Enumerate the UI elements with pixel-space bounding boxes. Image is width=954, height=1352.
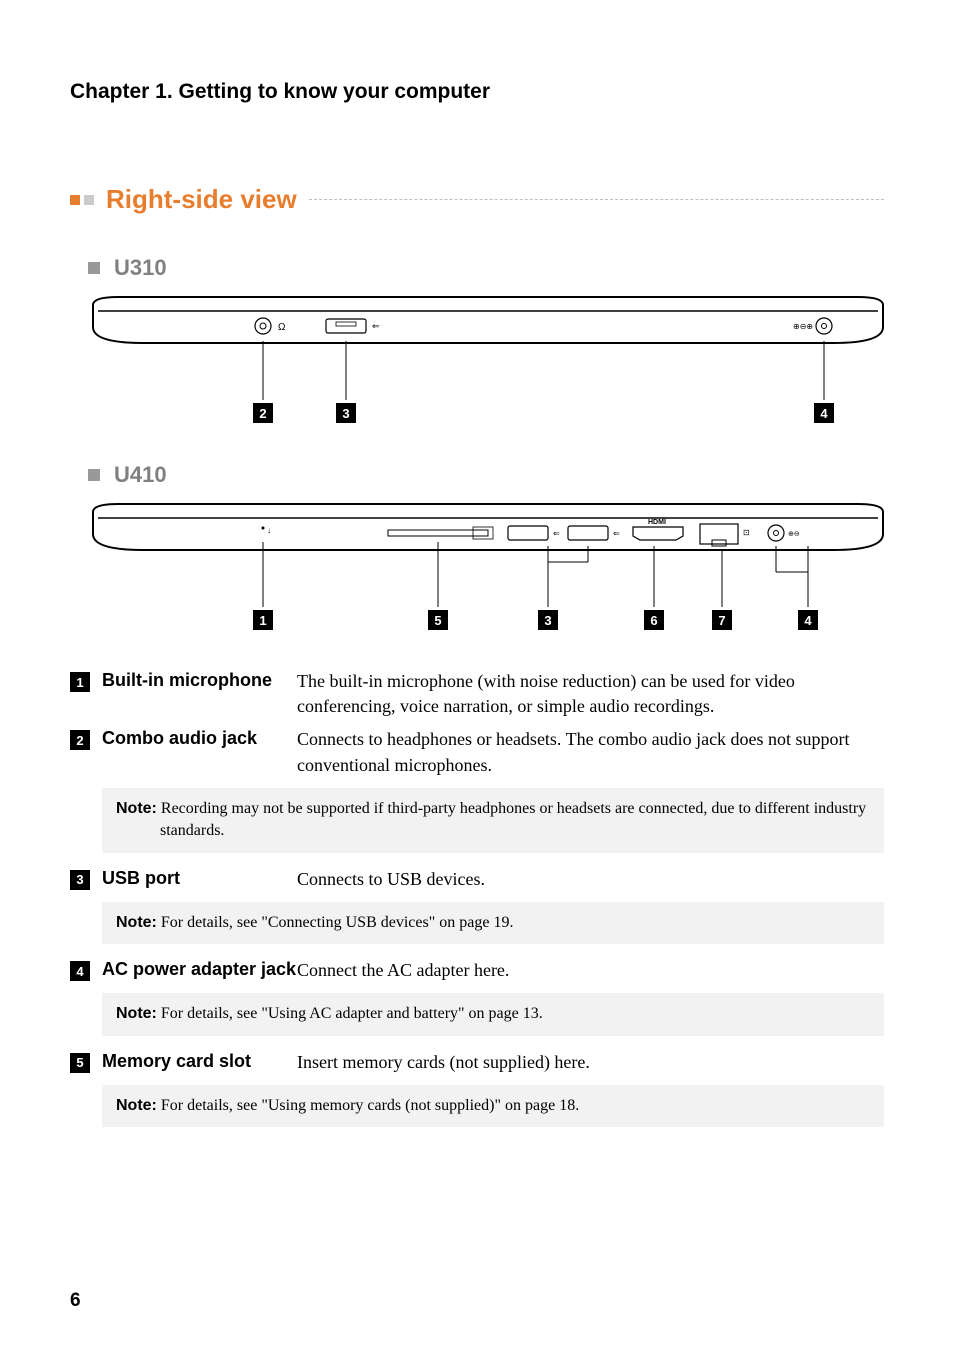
item-desc: The built-in microphone (with noise redu…: [297, 669, 884, 719]
svg-text:2: 2: [259, 406, 266, 421]
chapter-title: Chapter 1. Getting to know your computer: [70, 80, 884, 104]
svg-text:⊕⊖⊕: ⊕⊖⊕: [793, 322, 813, 331]
item-desc: Connects to USB devices.: [297, 867, 884, 892]
svg-text:5: 5: [434, 613, 441, 628]
item-name: Combo audio jack: [102, 727, 297, 750]
bullet-square-orange: [70, 195, 80, 205]
bullet-square-gray: [84, 195, 94, 205]
svg-text:3: 3: [342, 406, 349, 421]
note-label: Note:: [116, 1005, 157, 1022]
table-row: 1 Built-in microphone The built-in micro…: [70, 669, 884, 719]
model-name-u310: U310: [114, 255, 167, 281]
table-row: 4 AC power adapter jack Connect the AC a…: [70, 958, 884, 983]
section-dashes: [309, 199, 884, 200]
diagram-u410: ↓ ⇐ ⇐ HDMI ⊡ ⊕⊖ 1 5 3 6 7: [88, 502, 884, 637]
item-name: Memory card slot: [102, 1050, 297, 1073]
note-label: Note:: [116, 1097, 157, 1114]
sub-bullet-icon: [88, 262, 100, 274]
note-box: Note: Recording may not be supported if …: [102, 788, 884, 853]
svg-text:⇐: ⇐: [613, 529, 620, 538]
model-name-u410: U410: [114, 462, 167, 488]
callout-number: 4: [70, 961, 90, 981]
svg-text:⊡: ⊡: [743, 528, 750, 537]
item-name: USB port: [102, 867, 297, 890]
svg-text:4: 4: [804, 613, 812, 628]
note-text: Recording may not be supported if third-…: [160, 800, 866, 839]
diagram-u310: Ω ⇐ ⊕⊖⊕ 2 3 4: [88, 295, 884, 430]
svg-text:3: 3: [544, 613, 551, 628]
svg-text:⊕⊖: ⊕⊖: [788, 531, 800, 538]
svg-text:Ω: Ω: [278, 322, 286, 333]
section-title: Right-side view: [106, 184, 297, 215]
item-name: AC power adapter jack: [102, 958, 297, 981]
svg-text:6: 6: [650, 613, 657, 628]
callout-number: 2: [70, 730, 90, 750]
note-text: For details, see "Using memory cards (no…: [161, 1097, 579, 1114]
table-row: 5 Memory card slot Insert memory cards (…: [70, 1050, 884, 1075]
svg-text:⇐: ⇐: [553, 529, 560, 538]
table-row: 3 USB port Connects to USB devices.: [70, 867, 884, 892]
svg-text:4: 4: [820, 406, 828, 421]
note-label: Note:: [116, 800, 157, 817]
note-text: For details, see "Connecting USB devices…: [161, 914, 514, 931]
callout-number: 5: [70, 1053, 90, 1073]
note-box: Note: For details, see "Connecting USB d…: [102, 902, 884, 944]
port-table: 1 Built-in microphone The built-in micro…: [70, 669, 884, 1127]
sub-header-u410: U410: [88, 462, 884, 488]
svg-text:⇐: ⇐: [372, 321, 380, 331]
sub-header-u310: U310: [88, 255, 884, 281]
note-box: Note: For details, see "Using AC adapter…: [102, 993, 884, 1035]
note-text: For details, see "Using AC adapter and b…: [161, 1005, 543, 1022]
item-name: Built-in microphone: [102, 669, 297, 692]
page-number: 6: [70, 1290, 81, 1312]
item-desc: Connects to headphones or headsets. The …: [297, 727, 884, 777]
note-box: Note: For details, see "Using memory car…: [102, 1085, 884, 1127]
item-desc: Connect the AC adapter here.: [297, 958, 884, 983]
svg-text:7: 7: [718, 613, 725, 628]
section-header: Right-side view: [70, 184, 884, 215]
svg-text:HDMI: HDMI: [648, 519, 666, 526]
svg-text:↓: ↓: [267, 526, 271, 535]
callout-number: 3: [70, 870, 90, 890]
item-desc: Insert memory cards (not supplied) here.: [297, 1050, 884, 1075]
svg-text:1: 1: [259, 613, 266, 628]
callout-number: 1: [70, 672, 90, 692]
note-label: Note:: [116, 914, 157, 931]
table-row: 2 Combo audio jack Connects to headphone…: [70, 727, 884, 777]
sub-bullet-icon: [88, 469, 100, 481]
